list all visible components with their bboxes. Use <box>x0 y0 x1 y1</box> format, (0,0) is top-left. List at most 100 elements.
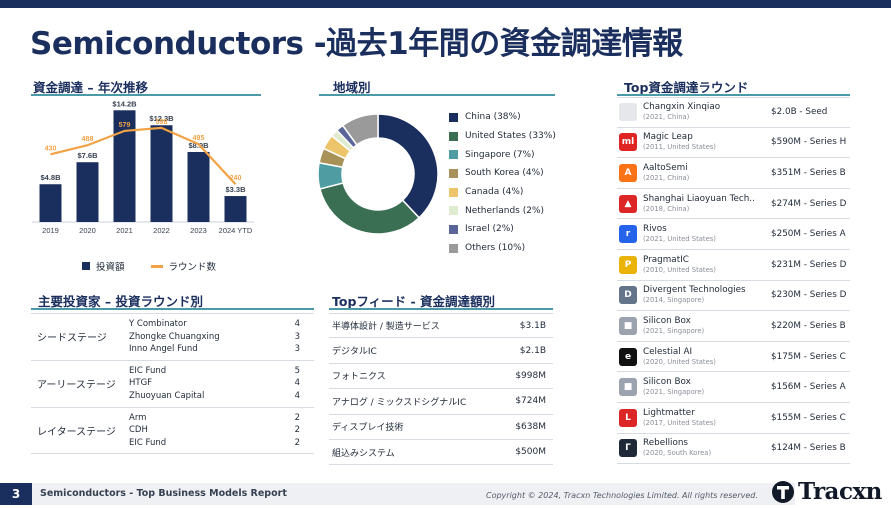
region-legend-item: Netherlands (2%) <box>449 201 556 220</box>
annual-section-title: 資金調達 – 年次推移 <box>33 80 148 95</box>
round-amount: $274M - Series D <box>771 198 847 209</box>
round-row: ■ Silicon Box (2021, Singapore) $156M - Ser… <box>617 372 850 403</box>
investment-bar <box>150 125 173 222</box>
rounds-section-title: Top資金調達ラウンド <box>624 80 749 95</box>
liaoyuan-logo-icon: ▲ <box>619 194 637 213</box>
investors-section-title: 主要投資家 – 投資ラウンド別 <box>38 294 203 309</box>
round-company-meta: (2021, United States) <box>643 235 716 244</box>
investor-stage-label: レイターステージ <box>37 426 116 438</box>
rounds-section-rule <box>617 94 850 96</box>
silicon-box-logo-icon: ■ <box>619 316 637 335</box>
investor-count: 3 <box>294 331 300 342</box>
feed-amount: $3.1B <box>519 320 546 331</box>
region-legend-swatch <box>449 224 458 234</box>
rounds-value-label: 495 <box>193 135 205 142</box>
legend-label-rounds: ラウンド数 <box>168 262 217 273</box>
investor-group-early: アーリーステージ EIC Fund 5 HTGF 4 Zhuoyuan Capita… <box>31 361 314 408</box>
feed-row: アナログ / ミックスドシグナルIC $724M <box>329 389 553 415</box>
investor-row: Zhongke Chuangxing 3 <box>129 331 314 344</box>
rounds-value-label: 430 <box>45 145 57 152</box>
round-info: Silicon Box (2021, Singapore) <box>643 377 771 397</box>
round-amount: $590M - Series H <box>771 137 847 148</box>
feeds-section-title: Topフィード - 資金調達額別 <box>332 294 496 309</box>
tracxn-logo-icon <box>772 480 794 503</box>
investor-row: EIC Fund 5 <box>129 365 314 378</box>
investor-name: Zhuoyuan Capital <box>129 390 205 401</box>
footer-report-title: Semiconductors - Top Business Models Rep… <box>40 488 287 499</box>
investment-bar <box>76 162 99 222</box>
feed-name: フォトニクス <box>332 372 386 383</box>
investor-count: 5 <box>294 365 300 376</box>
round-company-meta: (2014, Singapore) <box>643 296 705 305</box>
round-amount: $156M - Series A <box>771 382 846 393</box>
round-company-name: Lightmatter <box>643 407 695 418</box>
round-row: r Rivos (2021, United States) $250M - Serie… <box>617 219 850 250</box>
feed-amount: $638M <box>515 421 546 432</box>
round-amount: $155M - Series C <box>771 412 846 423</box>
top-accent-bar <box>0 0 891 8</box>
divergent-logo-icon: D <box>619 286 637 305</box>
region-legend-item: Israel (2%) <box>449 220 556 239</box>
round-company-name: Magic Leap <box>643 132 693 143</box>
feed-name: 組込みシステム <box>332 448 395 459</box>
rounds-value-label: 240 <box>230 175 242 182</box>
rounds-line <box>50 126 237 185</box>
feed-amount: $998M <box>515 370 546 381</box>
round-company-name: Changxin Xinqiao <box>643 102 721 113</box>
tracxn-brand: Tracxn <box>771 478 882 505</box>
region-legend: China (38%) United States (33%) Singapore … <box>449 108 556 258</box>
round-row: P PragmatIC (2010, United States) $231M - S… <box>617 250 850 281</box>
feed-row: 半導体設計 / 製造サービス $3.1B <box>329 313 553 339</box>
pragmatic-logo-icon: P <box>619 255 637 274</box>
round-row: L Lightmatter (2017, United States) $155M -… <box>617 403 850 434</box>
investors-table: シードステージ Y Combinator 4 Zhongke Chuangxing… <box>31 313 314 455</box>
feed-name: アナログ / ミックスドシグナルIC <box>332 397 467 408</box>
investment-bar <box>39 184 62 222</box>
round-company-name: Shanghai Liaoyuan Tech.. <box>643 193 755 204</box>
round-info: Silicon Box (2021, Singapore) <box>643 316 771 336</box>
round-row: ml Magic Leap (2011, United States) $590M -… <box>617 128 850 159</box>
investment-bar <box>187 151 210 222</box>
region-legend-item: United States (33%) <box>449 127 556 146</box>
donut-slice <box>341 113 379 146</box>
region-legend-label: Others (10%) <box>465 243 526 254</box>
round-amount: $2.0B - Seed <box>771 107 828 118</box>
x-tick-label: 2022 <box>153 226 170 235</box>
region-section-rule <box>319 94 555 96</box>
x-tick-label: 2023 <box>190 226 207 235</box>
annual-section-rule <box>31 94 261 96</box>
round-company-meta: (2021, China) <box>643 113 690 122</box>
round-info: Divergent Technologies (2014, Singapore) <box>643 285 771 305</box>
round-amount: $250M - Series A <box>771 229 846 240</box>
investment-value-label: $14.2B <box>112 100 137 108</box>
feeds-table: 半導体設計 / 製造サービス $3.1B デジタルIC $2.1B フォトニクス $9… <box>329 313 553 466</box>
region-legend-swatch <box>449 206 458 216</box>
round-row: Γ Rebellions (2020, South Korea) $124M - Se… <box>617 434 850 465</box>
region-legend-swatch <box>449 168 458 178</box>
investor-row: Y Combinator 4 <box>129 318 314 331</box>
rounds-value-label: 598 <box>156 119 168 126</box>
round-company-name: Rebellions <box>643 438 688 449</box>
investor-count: 2 <box>294 425 300 436</box>
round-company-name: PragmatIC <box>643 254 689 265</box>
investor-count: 4 <box>294 390 300 401</box>
round-info: Shanghai Liaoyuan Tech.. (2018, China) <box>643 194 771 214</box>
round-row: Changxin Xinqiao (2021, China) $2.0B - See… <box>617 97 850 128</box>
investor-stage-label: アーリーステージ <box>37 380 116 392</box>
legend-item-rounds: ラウンド数 <box>150 259 217 273</box>
region-legend-swatch <box>449 112 458 122</box>
x-tick-label: 2020 <box>79 226 96 235</box>
rivos-logo-icon: r <box>619 225 637 244</box>
investor-name: EIC Fund <box>129 365 167 376</box>
region-legend-item: China (38%) <box>449 108 556 127</box>
feed-name: 半導体設計 / 製造サービス <box>332 322 440 333</box>
round-company-name: Silicon Box <box>643 315 691 326</box>
investor-group-late: レイターステージ Arm 2 CDH 2 EIC Fund 2 <box>31 408 314 455</box>
region-legend-item: South Korea (4%) <box>449 164 556 183</box>
silicon-box-logo-icon: ■ <box>619 378 637 397</box>
investor-row: Zhuoyuan Capital 4 <box>129 390 314 403</box>
feed-amount: $2.1B <box>519 345 546 356</box>
region-legend-item: Singapore (7%) <box>449 145 556 164</box>
investment-value-label: $12.3B <box>149 114 174 123</box>
investor-name: EIC Fund <box>129 437 167 448</box>
